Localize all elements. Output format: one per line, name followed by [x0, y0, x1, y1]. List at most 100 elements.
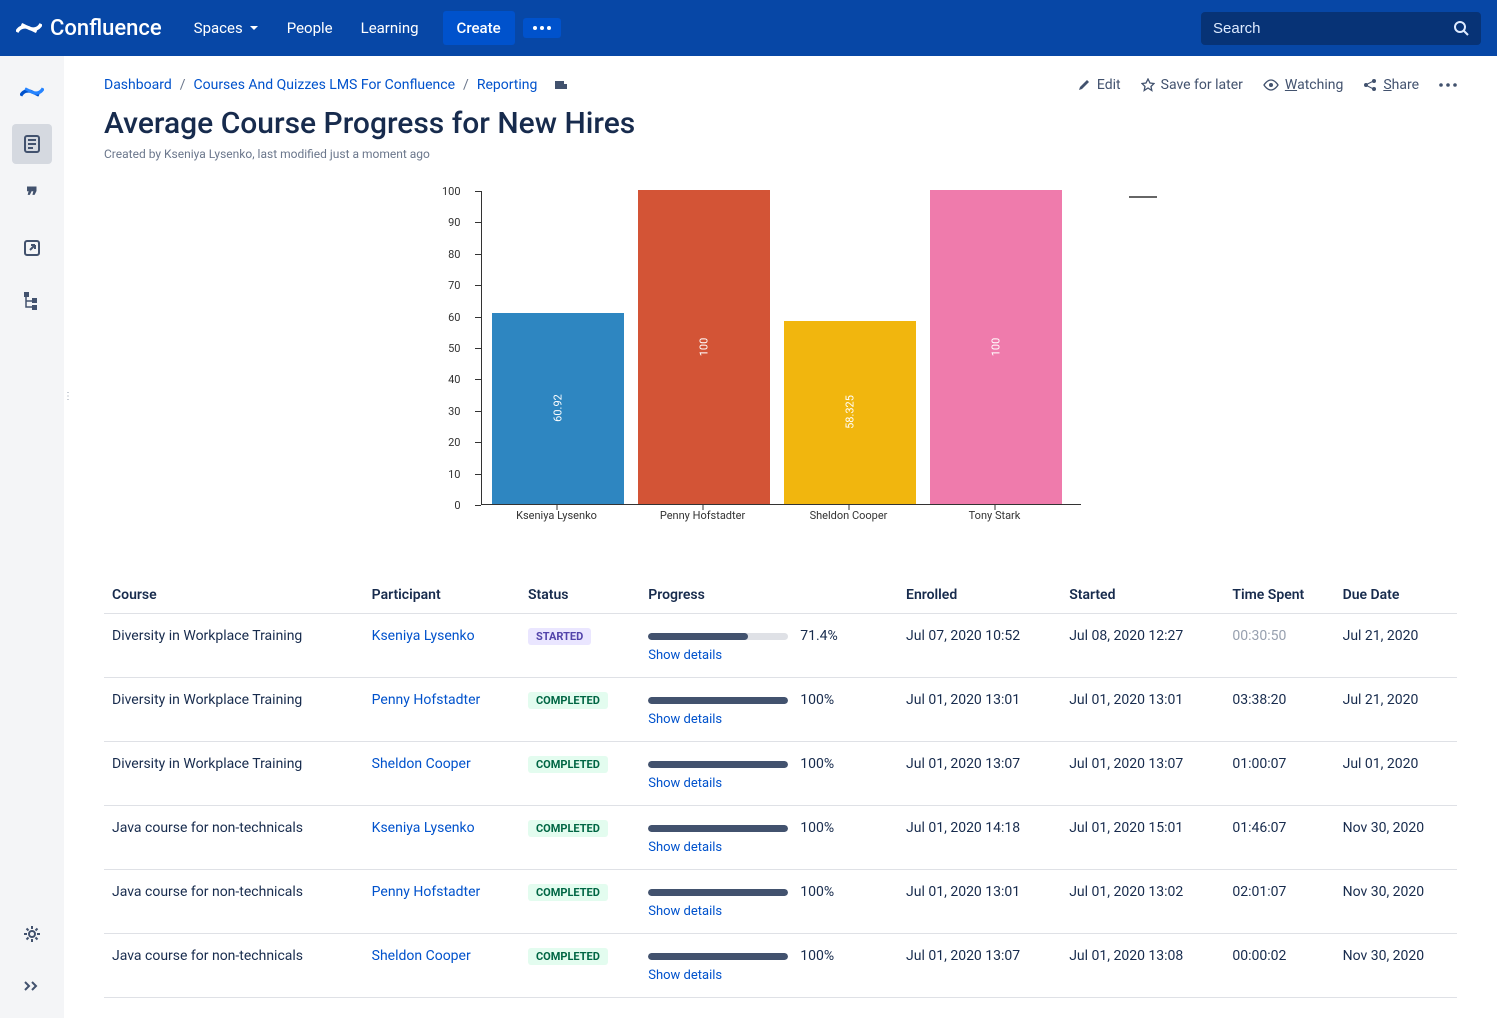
table-header: Progress: [640, 577, 898, 614]
search-input[interactable]: [1213, 20, 1453, 37]
chart-bar: 100: [930, 190, 1062, 504]
cell-status: COMPLETED: [520, 870, 640, 934]
left-sidebar: ❞: [0, 56, 64, 1018]
breadcrumb-link[interactable]: Courses And Quizzes LMS For Confluence: [194, 77, 456, 93]
chart-ytick: 0: [421, 499, 481, 512]
table-header: Due Date: [1335, 577, 1457, 614]
sidebar-space-icon[interactable]: [12, 72, 52, 112]
sidebar-blog[interactable]: ❞: [12, 176, 52, 216]
cell-course: Java course for non-technicals: [104, 806, 364, 870]
participant-link[interactable]: Penny Hofstadter: [372, 692, 481, 708]
bar-value-label: 58.325: [843, 396, 856, 430]
cell-course: Java course for non-technicals: [104, 934, 364, 998]
participant-link[interactable]: Sheldon Cooper: [372, 756, 471, 772]
cell-due: Nov 30, 2020: [1335, 934, 1457, 998]
nav-items: Spaces People Learning Create: [182, 11, 561, 45]
show-details-link[interactable]: Show details: [648, 712, 890, 727]
cell-due: Jul 21, 2020: [1335, 678, 1457, 742]
search-icon: [1453, 20, 1469, 36]
table-header: Enrolled: [898, 577, 1061, 614]
show-details-link[interactable]: Show details: [648, 968, 890, 983]
chart-bar: 100: [638, 190, 770, 504]
ytick-label: 80: [421, 248, 465, 261]
show-details-link[interactable]: Show details: [648, 776, 890, 791]
page-icon: [22, 134, 42, 154]
progress-percent: 71.4%: [800, 628, 838, 644]
participant-link[interactable]: Sheldon Cooper: [372, 948, 471, 964]
chart-bar: 60.92: [492, 313, 624, 504]
progress-bar: [648, 633, 788, 640]
sidebar-tree[interactable]: [12, 280, 52, 320]
cell-started: Jul 01, 2020 13:02: [1061, 870, 1224, 934]
cell-time-spent: 03:38:20: [1224, 678, 1334, 742]
status-badge: STARTED: [528, 628, 591, 645]
cell-course: Diversity in Workplace Training: [104, 678, 364, 742]
chart-plot-area: 60.9210058.325100: [481, 191, 1081, 505]
show-details-link[interactable]: Show details: [648, 840, 890, 855]
chart-ytick: 30: [421, 405, 481, 418]
ytick-label: 10: [421, 468, 465, 481]
show-details-link[interactable]: Show details: [648, 904, 890, 919]
breadcrumb-link[interactable]: Dashboard: [104, 77, 172, 93]
progress-percent: 100%: [800, 884, 834, 900]
chart-ytick: 20: [421, 436, 481, 449]
page-content: Dashboard / Courses And Quizzes LMS For …: [64, 56, 1497, 1018]
sidebar-shortcut[interactable]: [12, 228, 52, 268]
more-actions-button[interactable]: [1439, 77, 1457, 93]
breadcrumb: Dashboard / Courses And Quizzes LMS For …: [104, 76, 569, 94]
save-for-later-button[interactable]: Save for later: [1141, 77, 1243, 93]
share-button[interactable]: Share: [1363, 77, 1419, 93]
confluence-logo[interactable]: Confluence: [16, 15, 162, 41]
sidebar-pages[interactable]: [12, 124, 52, 164]
create-button[interactable]: Create: [443, 11, 515, 45]
progress-percent: 100%: [800, 692, 834, 708]
breadcrumb-link[interactable]: Reporting: [477, 77, 538, 93]
watching-button[interactable]: Watching: [1263, 77, 1343, 93]
status-badge: COMPLETED: [528, 884, 608, 901]
cell-participant: Sheldon Cooper: [364, 742, 520, 806]
cell-due: Nov 30, 2020: [1335, 806, 1457, 870]
edit-button[interactable]: Edit: [1077, 77, 1121, 93]
nav-learning[interactable]: Learning: [349, 11, 431, 45]
participant-link[interactable]: Kseniya Lysenko: [372, 628, 475, 644]
chart-xtick-label: Penny Hofstadter: [660, 509, 745, 522]
chart-ytick: 50: [421, 342, 481, 355]
page-title: Average Course Progress for New Hires: [104, 106, 1457, 141]
sidebar-resize-handle[interactable]: ⋮: [64, 380, 72, 412]
nav-learning-label: Learning: [361, 19, 419, 37]
sidebar-settings[interactable]: [12, 914, 52, 954]
cell-status: COMPLETED: [520, 742, 640, 806]
quote-icon: ❞: [26, 184, 38, 209]
cell-status: COMPLETED: [520, 934, 640, 998]
search-box[interactable]: [1201, 12, 1481, 45]
cell-enrolled: Jul 01, 2020 13:07: [898, 934, 1061, 998]
ellipsis-icon: [533, 26, 551, 30]
confluence-small-icon: [20, 80, 44, 104]
more-menu-button[interactable]: [523, 18, 561, 38]
ytick-label: 50: [421, 342, 465, 355]
nav-people-label: People: [287, 19, 333, 37]
cell-status: STARTED: [520, 614, 640, 678]
cell-participant: Sheldon Cooper: [364, 934, 520, 998]
participant-link[interactable]: Penny Hofstadter: [372, 884, 481, 900]
cell-status: COMPLETED: [520, 806, 640, 870]
sidebar-expand[interactable]: [12, 966, 52, 1006]
status-badge: COMPLETED: [528, 756, 608, 773]
top-nav: Confluence Spaces People Learning Create: [0, 0, 1497, 56]
show-details-link[interactable]: Show details: [648, 648, 890, 663]
progress-percent: 100%: [800, 820, 834, 836]
cell-time-spent: 01:46:07: [1224, 806, 1334, 870]
chart-ytick: 70: [421, 279, 481, 292]
nav-spaces[interactable]: Spaces: [182, 11, 271, 45]
cell-enrolled: Jul 01, 2020 14:18: [898, 806, 1061, 870]
ytick-label: 90: [421, 216, 465, 229]
chart-ytick: 60: [421, 311, 481, 324]
participant-link[interactable]: Kseniya Lysenko: [372, 820, 475, 836]
create-label: Create: [457, 19, 501, 37]
nav-people[interactable]: People: [275, 11, 345, 45]
cell-progress: 100%Show details: [640, 742, 898, 806]
cell-course: Diversity in Workplace Training: [104, 614, 364, 678]
restrictions-icon[interactable]: [553, 76, 569, 94]
watching-label: Watching: [1285, 77, 1343, 93]
breadcrumb-sep: /: [180, 77, 186, 93]
